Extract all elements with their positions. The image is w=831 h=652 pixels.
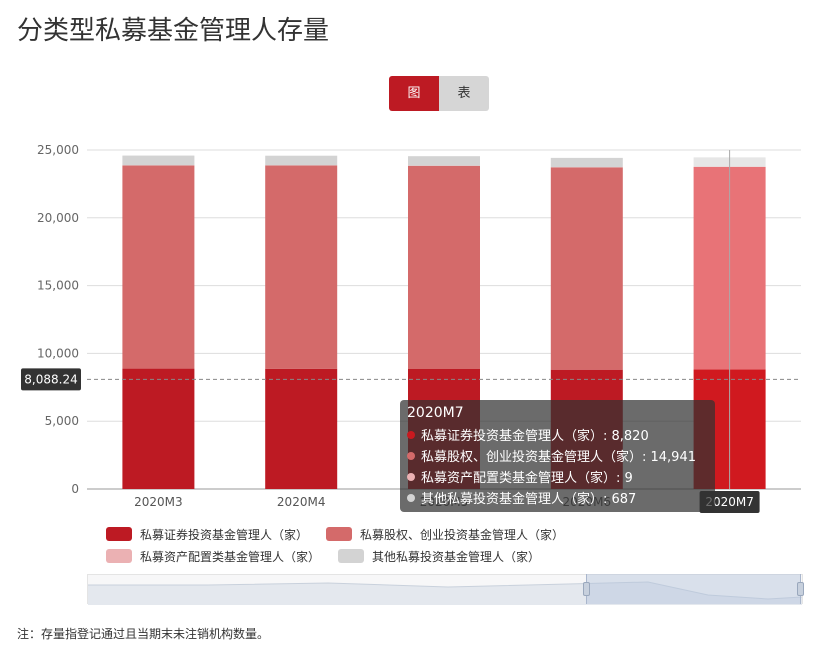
x-tick-label: 2020M3 [134,495,183,509]
bar-segment[interactable] [122,165,195,369]
legend-label: 其他私募投资基金管理人（家） [372,549,541,564]
bar-segment[interactable] [265,165,338,369]
y-pointer-label-bg [21,368,81,391]
series-dot-icon [407,451,415,460]
data-zoom-track[interactable] [87,574,803,605]
bar-segment[interactable] [550,157,623,168]
tooltip-row: 私募股权、创业投资基金管理人（家）: 14,941 [407,445,708,466]
chart-view-button[interactable]: 图 [389,76,439,111]
series-dot-icon [407,472,415,481]
tooltip-row-text: 私募证券投资基金管理人（家）: 8,820 [421,429,649,444]
stacked-bar-chart: 0 5,000 10,000 15,000 20,000 25,000 2020M3 202… [21,143,801,513]
tooltip-row-text: 私募资产配置类基金管理人（家）: 9 [421,471,633,486]
tooltip-row-text: 私募股权、创业投资基金管理人（家）: 14,941 [421,450,696,465]
page-title: 分类型私募基金管理人存量 [17,16,330,46]
footnote: 注：存量指登记通过且当期末未注销机构数量。 [17,627,270,641]
tooltip-title: 2020M7 [407,405,464,421]
bar-segment[interactable] [265,155,338,166]
legend-item-equity-vc[interactable]: 私募股权、创业投资基金管理人（家） [326,523,564,545]
chart-legend: 私募证券投资基金管理人（家） 私募股权、创业投资基金管理人（家） 私募资产配置类… [106,523,806,567]
series-dot-icon [407,430,415,439]
bar-segment[interactable] [408,156,480,166]
x-tick-label: 2020M7 [705,495,754,509]
tooltip-row: 私募证券投资基金管理人（家）: 8,820 [407,424,708,445]
bar-segment[interactable] [550,167,623,370]
bar-segment[interactable] [265,368,338,489]
series-dot-icon [407,493,415,502]
x-tick-label: 2020M4 [277,495,326,509]
legend-item-asset-allocation[interactable]: 私募资产配置类基金管理人（家） [106,545,320,567]
zoom-handle-right[interactable] [797,582,804,596]
legend-item-other[interactable]: 其他私募投资基金管理人（家） [338,545,540,567]
data-zoom-selection[interactable] [586,574,801,604]
tooltip-row-text: 其他私募投资基金管理人（家）: 687 [421,492,637,507]
legend-swatch [106,549,132,563]
legend-label: 私募股权、创业投资基金管理人（家） [360,527,565,542]
legend-swatch [106,527,132,541]
tooltip-row: 其他私募投资基金管理人（家）: 687 [407,487,708,508]
y-tick-label: 0 [71,482,79,496]
y-tick-label: 20,000 [37,211,79,225]
y-tick-label: 10,000 [37,346,79,360]
bar-segment[interactable] [122,368,195,489]
zoom-preview-line [88,581,803,605]
view-toggle: 图 表 [389,76,489,111]
y-axis-ticks: 0 5,000 10,000 15,000 20,000 25,000 [37,143,79,496]
y-pointer-label: 8,088.24 [24,372,77,386]
tooltip-row: 私募资产配置类基金管理人（家）: 9 [407,466,708,487]
legend-label: 私募资产配置类基金管理人（家） [140,549,321,564]
legend-label: 私募证券投资基金管理人（家） [140,527,309,542]
bar-segment[interactable] [122,155,195,166]
y-tick-label: 15,000 [37,279,79,293]
y-tick-label: 5,000 [45,414,79,428]
legend-swatch [326,527,353,541]
table-view-button[interactable]: 表 [439,76,489,111]
bar-segment[interactable] [408,165,480,369]
axis-pointer: 8,088.24 [21,150,801,489]
y-tick-label: 25,000 [37,143,79,157]
legend-swatch [338,549,365,563]
legend-item-securities[interactable]: 私募证券投资基金管理人（家） [106,523,308,545]
zoom-handle-left[interactable] [583,582,590,596]
chart-tooltip: 2020M7 私募证券投资基金管理人（家）: 8,820 私募股权、创业投资基金… [400,400,715,512]
